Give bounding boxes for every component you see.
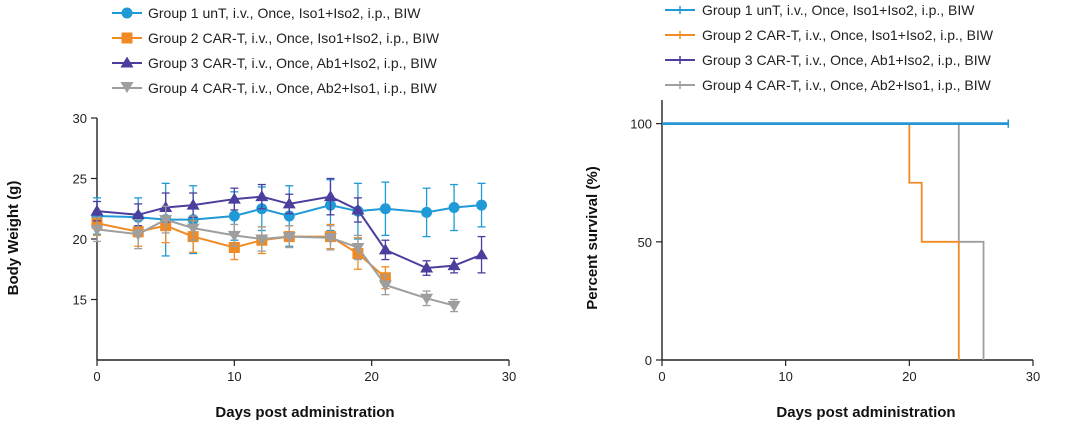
data-point-triangle-down: [420, 293, 434, 305]
y-tick-label: 50: [638, 235, 652, 250]
data-point-triangle-down: [282, 232, 296, 244]
data-point-circle: [476, 199, 488, 211]
legend-label: Group 2 CAR-T, i.v., Once, Iso1+Iso2, i.…: [148, 30, 440, 46]
body-weight-series: [90, 177, 489, 313]
legend-marker-square: [121, 32, 133, 44]
data-point-triangle-up: [420, 261, 434, 273]
series-line: [96, 222, 387, 279]
data-point-triangle-down: [323, 233, 337, 245]
x-tick-label: 0: [658, 369, 665, 384]
legend-entry-group-4: Group 4 CAR-T, i.v., Once, Ab2+Iso1, i.p…: [112, 80, 438, 96]
survival-series: [662, 119, 1010, 360]
legend-entry-group-2: Group 2 CAR-T, i.v., Once, Iso1+Iso2, i.…: [665, 27, 994, 43]
x-tick-label: 30: [502, 369, 516, 384]
legend-label: Group 3 CAR-T, i.v., Once, Ab1+Iso2, i.p…: [702, 52, 992, 68]
data-point-triangle-up: [323, 190, 337, 202]
data-point-triangle-down: [90, 224, 104, 236]
data-point-triangle-down: [447, 301, 461, 313]
data-point-triangle-down: [227, 230, 241, 242]
y-tick-label: 0: [645, 353, 652, 368]
data-point-circle: [379, 203, 391, 215]
y-tick-label: 15: [73, 293, 87, 308]
legend-label: Group 1 unT, i.v., Once, Iso1+Iso2, i.p.…: [148, 5, 421, 21]
data-point-triangle-up: [131, 208, 145, 220]
y-axis-label: Percent survival (%): [584, 166, 601, 309]
legend-marker-triangle-down: [120, 82, 134, 93]
survival-legend: Group 1 unT, i.v., Once, Iso1+Iso2, i.p.…: [665, 2, 994, 93]
data-point-triangle-up: [282, 197, 296, 209]
x-tick-label: 0: [93, 369, 100, 384]
x-tick-label: 10: [778, 369, 792, 384]
body-weight-legend: Group 1 unT, i.v., Once, Iso1+Iso2, i.p.…: [112, 5, 440, 96]
x-axis-label: Days post administration: [776, 404, 955, 421]
legend-entry-group-4: Group 4 CAR-T, i.v., Once, Ab2+Iso1, i.p…: [665, 77, 992, 93]
y-tick-label: 20: [73, 232, 87, 247]
data-point-triangle-up: [186, 198, 200, 210]
x-tick-label: 30: [1026, 369, 1040, 384]
data-point-triangle-down: [351, 242, 365, 254]
data-point-triangle-up: [90, 204, 104, 216]
legend-label: Group 3 CAR-T, i.v., Once, Ab1+Iso2, i.p…: [148, 55, 438, 71]
data-point-triangle-up: [351, 203, 365, 215]
data-point-triangle-down: [131, 229, 145, 241]
data-point-circle: [448, 202, 460, 214]
legend-entry-group-1: Group 1 unT, i.v., Once, Iso1+Iso2, i.p.…: [665, 2, 975, 18]
y-tick-label: 100: [630, 117, 652, 132]
data-point-square: [228, 241, 240, 253]
series-triangle-down: [90, 205, 461, 313]
legend-entry-group-1: Group 1 unT, i.v., Once, Iso1+Iso2, i.p.…: [112, 5, 421, 21]
survival-axes: 0 10 20 30 0 50 100: [630, 100, 1040, 384]
data-point-triangle-down: [255, 234, 269, 246]
x-axis-label: Days post administration: [215, 404, 394, 421]
legend-label: Group 2 CAR-T, i.v., Once, Iso1+Iso2, i.…: [702, 27, 994, 43]
data-point-triangle-up: [447, 259, 461, 271]
body-weight-axes: 0 10 20 30 15 20 25 30: [73, 111, 517, 384]
legend-marker-triangle-up: [120, 56, 134, 68]
legend-label: Group 1 unT, i.v., Once, Iso1+Iso2, i.p.…: [702, 2, 975, 18]
data-point-triangle-up: [255, 190, 269, 202]
data-point-triangle-up: [378, 243, 392, 255]
legend-marker-circle: [121, 7, 133, 19]
survival-curve-group-2: [662, 122, 960, 360]
y-tick-label: 30: [73, 111, 87, 126]
data-point-triangle-up: [475, 248, 489, 260]
x-tick-label: 20: [364, 369, 378, 384]
data-point-circle: [228, 210, 240, 222]
series-line: [96, 218, 455, 307]
y-axis-label: Body Weight (g): [5, 181, 22, 296]
body-weight-chart: Group 1 unT, i.v., Once, Iso1+Iso2, i.p.…: [5, 5, 516, 421]
data-point-triangle-down: [378, 280, 392, 292]
data-point-triangle-up: [227, 192, 241, 204]
legend-label: Group 4 CAR-T, i.v., Once, Ab2+Iso1, i.p…: [702, 77, 992, 93]
legend-entry-group-3: Group 3 CAR-T, i.v., Once, Ab1+Iso2, i.p…: [112, 55, 438, 71]
y-tick-label: 25: [73, 172, 87, 187]
data-point-circle: [421, 206, 433, 218]
x-tick-label: 20: [902, 369, 916, 384]
data-point-triangle-down: [159, 215, 173, 227]
legend-entry-group-3: Group 3 CAR-T, i.v., Once, Ab1+Iso2, i.p…: [665, 52, 992, 68]
legend-label: Group 4 CAR-T, i.v., Once, Ab2+Iso1, i.p…: [148, 80, 438, 96]
legend-entry-group-2: Group 2 CAR-T, i.v., Once, Iso1+Iso2, i.…: [112, 30, 440, 46]
survival-chart: Group 1 unT, i.v., Once, Iso1+Iso2, i.p.…: [584, 2, 1040, 421]
data-point-triangle-down: [186, 223, 200, 235]
x-tick-label: 10: [227, 369, 241, 384]
